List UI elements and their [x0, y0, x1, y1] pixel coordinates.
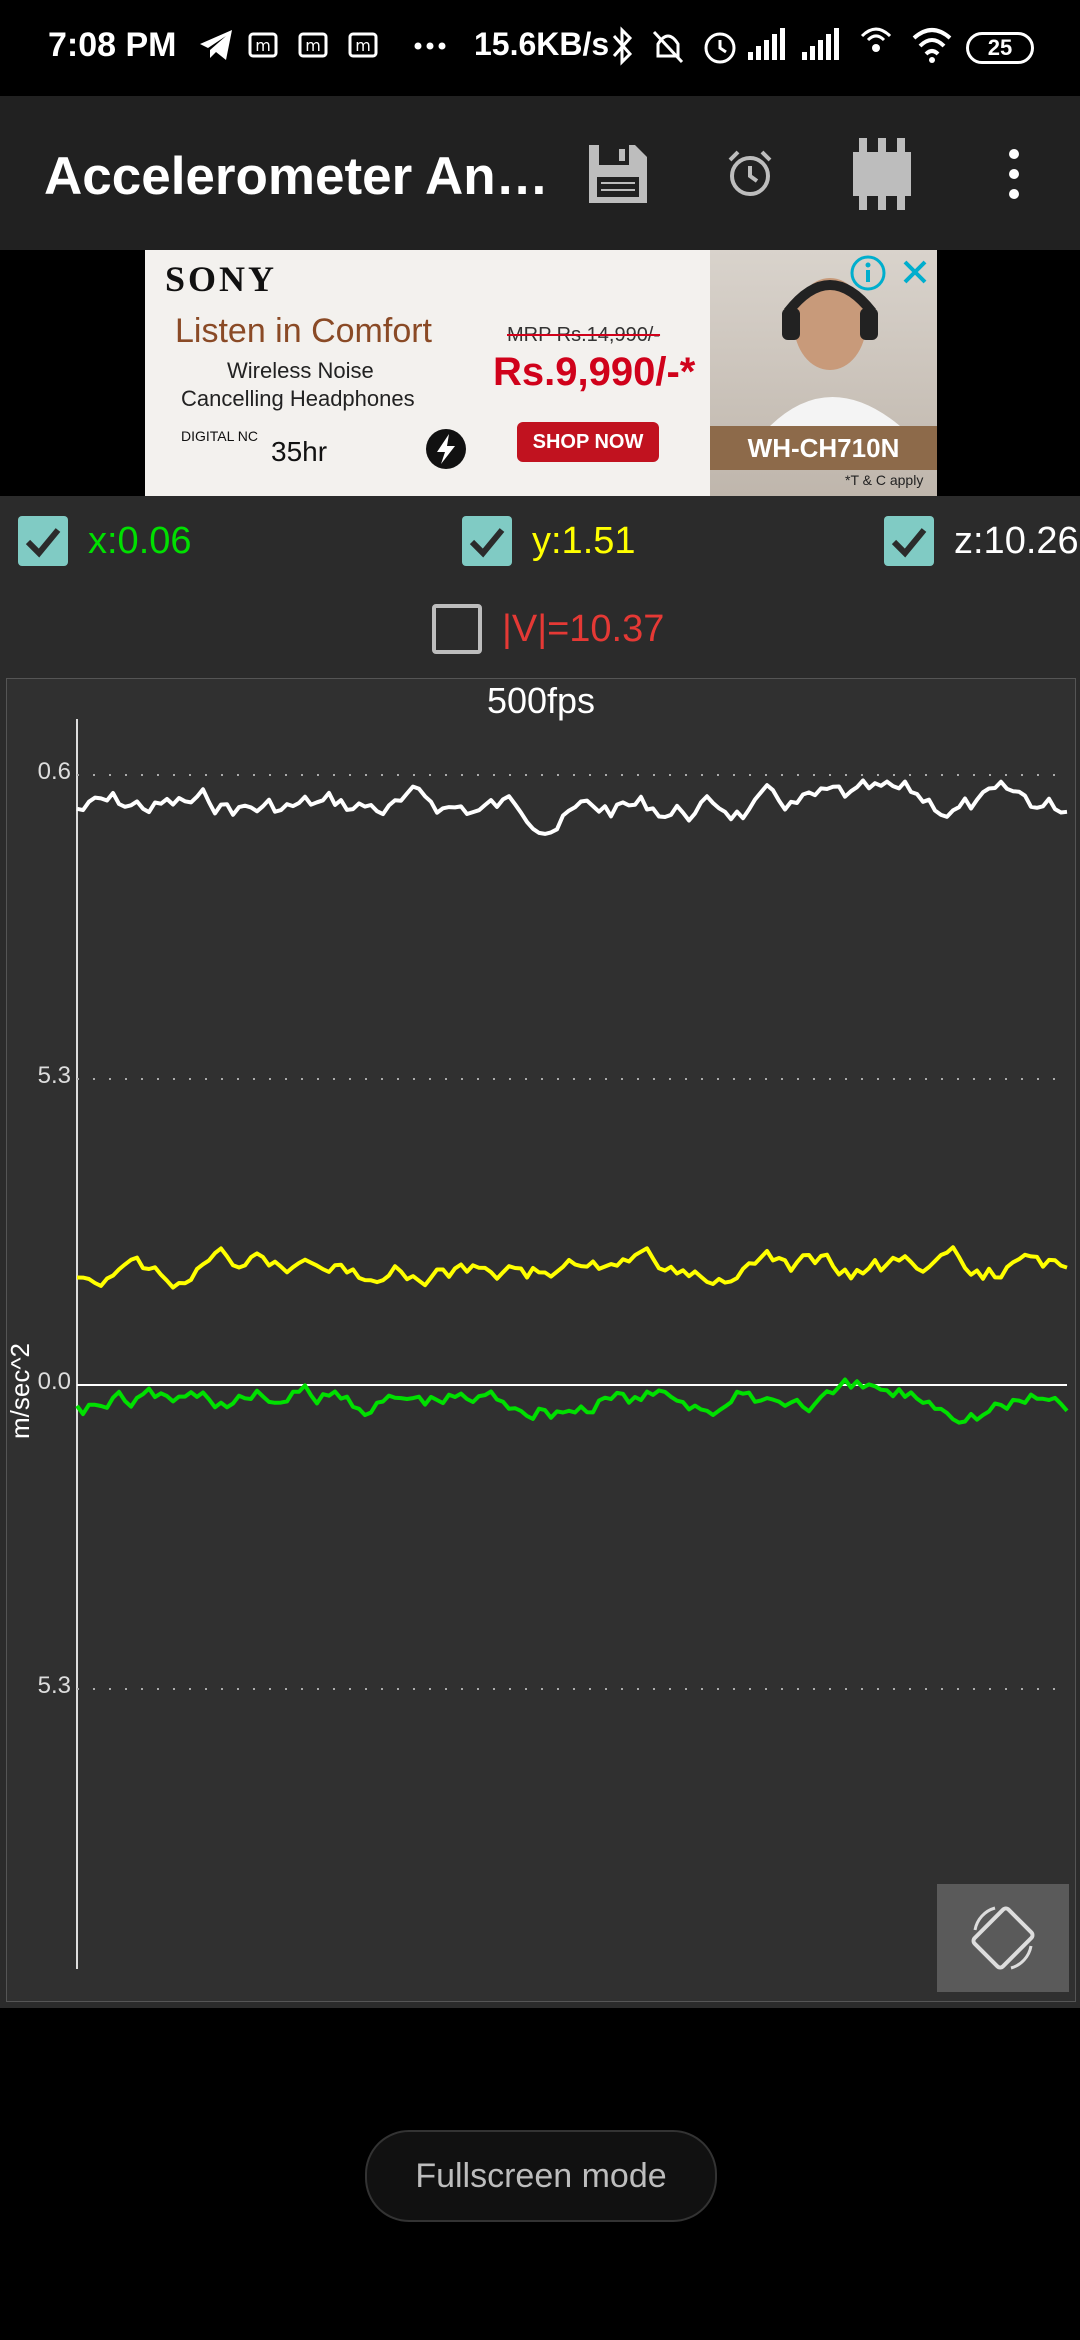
ad-price: Rs.9,990/-*: [493, 350, 696, 394]
overflow-menu-button[interactable]: [972, 132, 1056, 216]
more-dots-icon: [414, 42, 446, 50]
mute-icon: [652, 30, 684, 64]
y-axis-checkbox[interactable]: [462, 516, 512, 566]
accelerometer-graph[interactable]: 500fps m/sec^2 0.6 5.3 0.0 5.3: [5, 678, 1076, 2002]
tick-label: 5.3: [38, 1672, 71, 1699]
x-readout: x:0.06: [88, 520, 192, 562]
m-notification-icon: m: [248, 32, 278, 58]
y-readout: y:1.51: [532, 520, 636, 562]
x-trace: [75, 1377, 1069, 1425]
y-trace: [76, 1245, 1068, 1290]
ad-brand-logo: SONY: [165, 259, 278, 299]
fullscreen-mode-button[interactable]: Fullscreen mode: [365, 2130, 717, 2222]
z-readout: z:10.26: [954, 520, 1079, 562]
signal-icon: [802, 28, 839, 60]
z-axis-checkbox[interactable]: [884, 516, 934, 566]
telegram-icon: [200, 30, 232, 60]
quick-charge-icon: [426, 429, 466, 469]
tick-label: 0.0: [38, 1368, 71, 1395]
signal-icon: [748, 28, 785, 60]
bluetooth-icon: [612, 26, 633, 66]
alarm-button[interactable]: [708, 132, 792, 216]
headphone-model-illustration: [770, 278, 900, 426]
network-speed: 15.6KB/s: [474, 26, 610, 62]
x-axis-checkbox[interactable]: [18, 516, 68, 566]
screen-rotation-icon: [971, 1906, 1035, 1970]
checkmark-icon: [891, 528, 927, 558]
ad-subtitle-1: Wireless Noise: [227, 358, 374, 383]
magnitude-checkbox[interactable]: [432, 604, 482, 654]
checkmark-icon: [25, 528, 61, 558]
alarm-clock-icon: [728, 150, 772, 196]
rotate-screen-button[interactable]: [937, 1884, 1069, 1992]
chip-icon: [853, 138, 911, 210]
app-bar: Accelerometer An…: [0, 96, 1080, 250]
app-title: Accelerometer An…: [44, 147, 549, 206]
wifi-icon: [912, 28, 952, 63]
ad-digital-nc-badge: DIGITAL NC: [181, 428, 259, 444]
magnitude-readout: |V|=10.37: [502, 608, 665, 650]
sensor-chip-button[interactable]: [840, 132, 924, 216]
ad-headline: Listen in Comfort: [175, 312, 432, 350]
fps-label: 500fps: [487, 680, 595, 721]
ad-subtitle-2: Cancelling Headphones: [181, 386, 415, 411]
save-icon: [589, 145, 647, 203]
svg-text:m: m: [255, 36, 271, 55]
alarm-icon: [704, 32, 736, 64]
ad-shop-now-button[interactable]: SHOP NOW: [517, 422, 659, 462]
m-notification-icon: m: [298, 32, 328, 58]
ad-battery-hours: 35hr: [271, 436, 328, 467]
ad-close-icon[interactable]: [897, 254, 933, 290]
ad-model-label: WH-CH710N: [710, 426, 937, 470]
ad-banner[interactable]: SONY Listen in Comfort Wireless Noise Ca…: [145, 250, 937, 496]
ad-mrp: MRP Rs.14,990/-: [507, 324, 661, 346]
status-time: 7:08 PM: [48, 26, 177, 64]
checkmark-icon: [469, 528, 505, 558]
tick-label: 0.6: [38, 758, 71, 785]
z-trace: [76, 778, 1068, 836]
svg-text:m: m: [305, 36, 321, 55]
ad-info-icon[interactable]: [849, 254, 887, 292]
status-bar: 7:08 PM m m m 15.6KB/s 25: [0, 0, 1080, 96]
svg-text:m: m: [355, 36, 371, 55]
y-axis-label: m/sec^2: [7, 1343, 35, 1439]
m-notification-icon: m: [348, 32, 378, 58]
ad-terms: *T & C apply: [845, 472, 924, 488]
tick-label: 5.3: [38, 1062, 71, 1089]
overflow-menu-icon: [1009, 149, 1019, 199]
hotspot-icon: [860, 27, 892, 52]
battery-icon: 25: [966, 32, 1034, 64]
battery-level: 25: [987, 35, 1013, 60]
save-button[interactable]: [576, 132, 660, 216]
graph-canvas: 500fps m/sec^2 0.6 5.3 0.0 5.3: [5, 680, 1069, 1969]
